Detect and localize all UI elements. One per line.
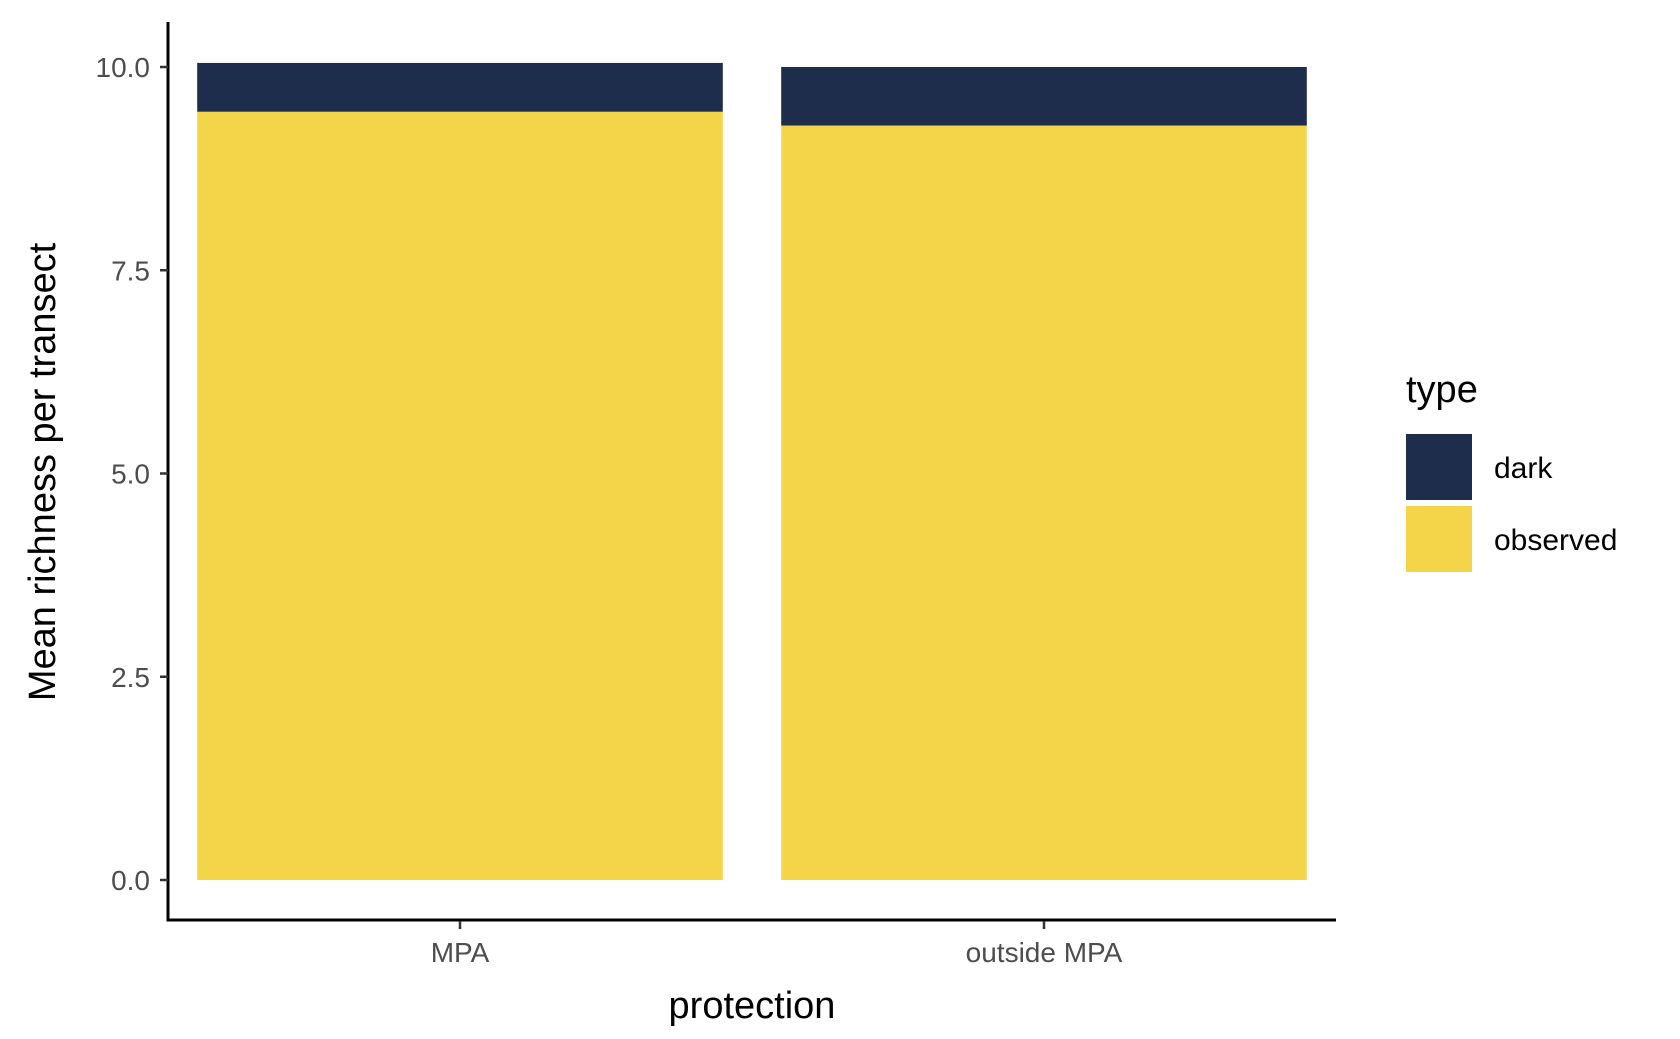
x-tick-label: MPA (431, 937, 490, 968)
x-ticks: MPA outside MPA (431, 921, 1123, 968)
axes-layer (166, 22, 1336, 922)
bar-dark-mpa (197, 62, 723, 112)
y-tick-label: 5.0 (111, 459, 150, 490)
bar-observed-mpa (197, 111, 723, 881)
x-axis-title: protection (669, 985, 836, 1027)
bar-dark-outside-mpa (781, 67, 1307, 126)
legend-items: dark observed (1406, 434, 1617, 572)
legend-title: type (1406, 369, 1478, 411)
y-tick-label: 7.5 (111, 255, 150, 286)
legend-label-dark: dark (1494, 452, 1553, 485)
legend: type dark observed (1406, 369, 1617, 572)
y-ticks: 0.0 2.5 5.0 7.5 10.0 (96, 52, 168, 896)
y-tick-label: 10.0 (96, 52, 151, 83)
legend-key-observed (1406, 506, 1472, 572)
y-tick-label: 2.5 (111, 662, 150, 693)
bar-observed-outside-mpa (781, 125, 1307, 880)
legend-label-observed: observed (1494, 524, 1617, 557)
y-tick-label: 0.0 (111, 865, 150, 896)
legend-key-dark (1406, 434, 1472, 500)
bars-layer (197, 62, 1307, 881)
x-tick-label: outside MPA (966, 937, 1123, 968)
y-axis-title: Mean richness per transect (22, 242, 64, 701)
